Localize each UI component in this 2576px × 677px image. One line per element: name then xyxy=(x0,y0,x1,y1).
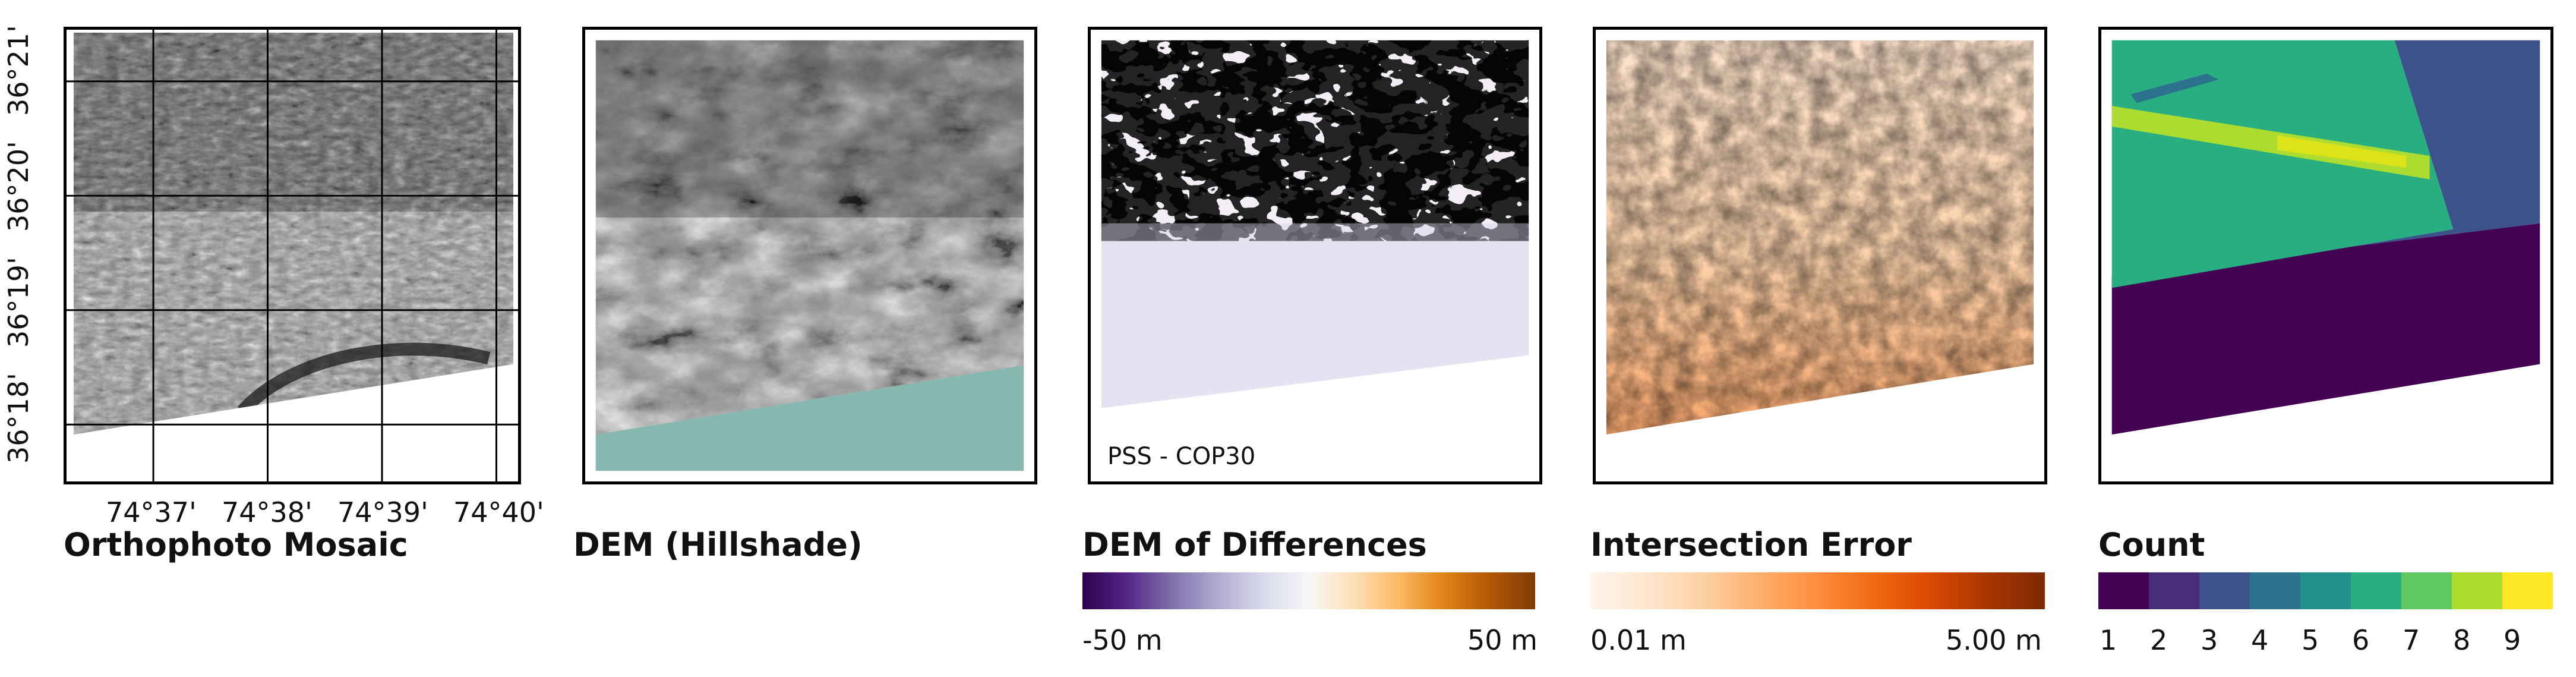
error-colorbar xyxy=(1590,572,2045,609)
count-swatch-1 xyxy=(2098,572,2149,609)
x-tick-3: 74°39' xyxy=(337,496,428,528)
orthophoto-title: Orthophoto Mosaic xyxy=(64,526,408,563)
dod-legend-min: -50 m xyxy=(1082,624,1163,656)
count-title: Count xyxy=(2098,526,2205,563)
error-title: Intersection Error xyxy=(1590,526,1912,563)
count-swatch-2 xyxy=(2149,572,2199,609)
count-legend-label-4: 4 xyxy=(2251,624,2269,656)
count-region-1 xyxy=(2111,223,2540,435)
count-swatch-3 xyxy=(2199,572,2250,609)
dod-title: DEM of Differences xyxy=(1082,526,1427,563)
count-legend-label-9: 9 xyxy=(2504,624,2521,656)
count-colorbar xyxy=(2098,572,2553,609)
y-tick-2: 36°20' xyxy=(2,141,34,232)
dod-panel: PSS - COP30 xyxy=(1088,27,1542,484)
count-swatch-6 xyxy=(2351,572,2401,609)
y-tick-1: 36°21' xyxy=(2,25,34,116)
dem-hillshade-image xyxy=(585,30,1034,481)
count-legend-labels: 1 2 3 4 5 6 7 8 9 xyxy=(2098,624,2553,660)
error-legend-max: 5.00 m xyxy=(1946,624,2042,656)
count-legend-label-6: 6 xyxy=(2352,624,2370,656)
count-image xyxy=(2101,30,2550,481)
count-region-3 xyxy=(2111,40,2540,288)
y-tick-4: 36°18' xyxy=(2,373,34,464)
water-area xyxy=(595,365,1024,471)
dem-title: DEM (Hillshade) xyxy=(573,526,863,563)
count-swatch-8 xyxy=(2452,572,2502,609)
dod-inset-label: PSS - COP30 xyxy=(1107,443,1256,470)
count-swatch-5 xyxy=(2300,572,2351,609)
orthophoto-panel xyxy=(64,27,521,484)
dod-colorbar xyxy=(1082,572,1535,609)
count-swatch-9 xyxy=(2502,572,2553,609)
count-legend-label-1: 1 xyxy=(2100,624,2117,656)
count-panel xyxy=(2098,27,2553,484)
dem-panel xyxy=(582,27,1037,484)
dod-image xyxy=(1101,40,1529,408)
count-region-6 xyxy=(2111,40,2454,288)
x-tick-1: 74°37' xyxy=(106,496,197,528)
error-panel xyxy=(1593,27,2047,484)
count-region-8 xyxy=(2111,106,2430,180)
count-region-4 xyxy=(2130,74,2219,103)
y-tick-3: 36°19' xyxy=(2,257,34,348)
dod-legend-max: 50 m xyxy=(1467,624,1538,656)
x-tick-2: 74°38' xyxy=(222,496,312,528)
count-swatch-7 xyxy=(2401,572,2452,609)
dod-low-overlay xyxy=(1101,40,1529,241)
error-legend-min: 0.01 m xyxy=(1590,624,1687,656)
count-legend-label-3: 3 xyxy=(2201,624,2218,656)
count-legend-label-7: 7 xyxy=(2403,624,2420,656)
count-legend-label-5: 5 xyxy=(2302,624,2319,656)
orthophoto-image xyxy=(67,30,518,481)
count-legend-label-8: 8 xyxy=(2453,624,2471,656)
x-tick-4: 74°40' xyxy=(453,496,544,528)
count-region-9 xyxy=(2277,135,2407,168)
count-legend-label-2: 2 xyxy=(2150,624,2168,656)
error-image xyxy=(1606,40,2034,435)
count-swatch-4 xyxy=(2250,572,2300,609)
